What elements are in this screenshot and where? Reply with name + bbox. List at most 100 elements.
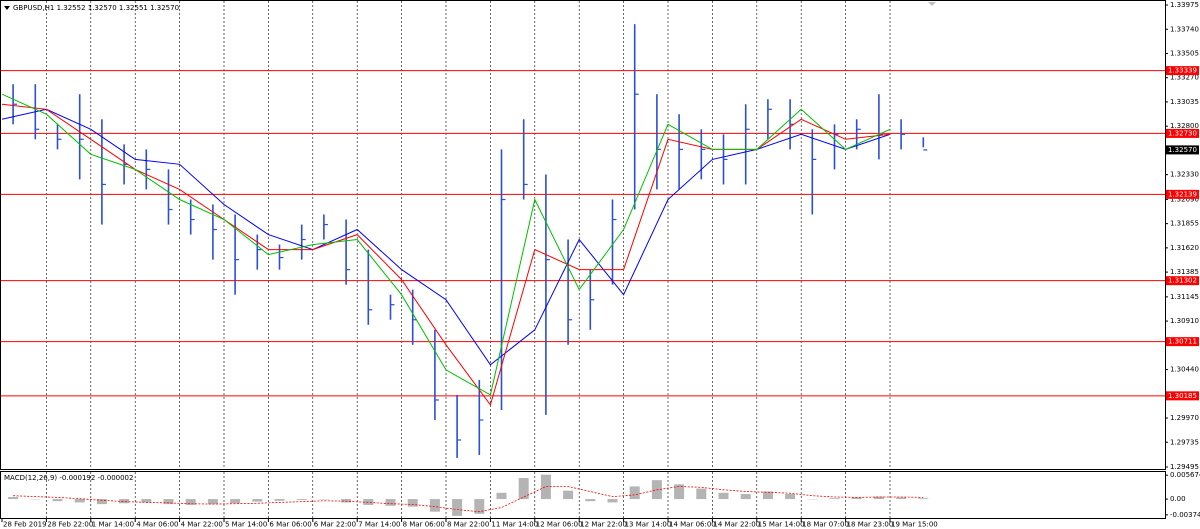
level-label: 1.33339 — [1168, 67, 1197, 75]
x-tick-label: 15 Mar 14:00 — [758, 521, 805, 529]
level-label-box — [1166, 189, 1199, 199]
x-tick-label: 8 Mar 06:00 — [403, 521, 445, 529]
x-tick-label: 14 Mar 06:00 — [669, 521, 716, 529]
macd-histogram-bar — [873, 496, 884, 500]
level-label: 1.30711 — [1168, 338, 1197, 346]
symbol-menu-icon[interactable] — [4, 6, 10, 10]
macd-histogram-bar — [296, 499, 307, 500]
macd-histogram-bar — [474, 499, 485, 514]
shift-marker[interactable] — [928, 2, 936, 6]
macd-histogram-bar — [540, 474, 551, 500]
last-price-label: 1.32570 — [1168, 146, 1197, 154]
macd-histogram-bar — [851, 497, 862, 500]
macd-histogram-bar — [829, 498, 840, 500]
x-tick-label: 28 Feb 22:00 — [47, 521, 93, 529]
y-tick-label: 1.30910 — [1170, 317, 1199, 325]
macd-histogram-bar — [141, 499, 152, 503]
macd-histogram-bar — [896, 497, 907, 500]
level-label: 1.32139 — [1168, 190, 1197, 198]
x-tick-label: 19 Mar 15:00 — [891, 521, 938, 529]
macd-histogram-bar — [629, 486, 640, 500]
macd-histogram-bar — [8, 496, 19, 500]
macd-indicator — [8, 474, 929, 516]
macd-histogram-bar — [563, 490, 574, 500]
x-tick-label: 18 Mar 23:00 — [847, 521, 894, 529]
macd-histogram-bar — [429, 499, 440, 512]
levels — [1, 70, 1165, 397]
x-tick-label: 12 Mar 06:00 — [536, 521, 583, 529]
macd-histogram-bar — [74, 499, 85, 503]
y-tick-label: 1.32330 — [1170, 171, 1199, 179]
macd-histogram-bar — [163, 499, 174, 505]
x-tick-label: 6 Mar 06:00 — [269, 521, 311, 529]
last-price-box — [1166, 145, 1199, 155]
level-label-box — [1166, 128, 1199, 138]
macd-signal-line — [13, 486, 924, 513]
macd-histogram-bar — [385, 499, 396, 506]
x-tick-label: 4 Mar 22:00 — [181, 521, 223, 529]
x-tick-label: 14 Mar 22:00 — [713, 521, 760, 529]
level-label-box — [1166, 337, 1199, 347]
macd-histogram-bar — [185, 499, 196, 505]
level-label: 1.30185 — [1168, 392, 1197, 400]
price-bars — [12, 24, 928, 459]
macd-histogram-bar — [252, 499, 263, 502]
moving-averages — [1, 93, 891, 407]
macd-histogram-bar — [96, 499, 107, 505]
y-tick-label: 1.29735 — [1170, 438, 1199, 446]
macd-histogram-bar — [452, 499, 463, 516]
x-tick-label: 6 Mar 22:00 — [314, 521, 356, 529]
macd-histogram-bar — [518, 478, 529, 500]
x-tick-label: 4 Mar 06:00 — [136, 521, 178, 529]
x-tick-label: 7 Mar 14:00 — [358, 521, 400, 529]
x-tick-label: 13 Mar 14:00 — [625, 521, 672, 529]
x-tick-label: 8 Mar 22:00 — [447, 521, 489, 529]
macd-title: MACD(12,26,9) -0.000192 -0.000002 — [4, 474, 133, 482]
macd-histogram-bar — [207, 499, 218, 505]
y-tick-label: 0.00 — [1170, 495, 1186, 503]
y-tick-label: 1.31620 — [1170, 244, 1199, 252]
level-label: 1.31302 — [1168, 277, 1197, 285]
macd-histogram-bar — [762, 491, 773, 500]
y-tick-label: 1.33270 — [1170, 74, 1199, 82]
level-label-box — [1166, 66, 1199, 76]
y-tick-label: 1.31855 — [1170, 220, 1199, 228]
y-tick-label: 0.005674 — [1170, 471, 1200, 479]
macd-histogram-bar — [740, 494, 751, 500]
chart-title: GBPUSD,H1 1.32552 1.32570 1.32551 1.3257… — [13, 4, 179, 12]
level-label: 1.32730 — [1168, 129, 1197, 137]
y-tick-label: 1.33740 — [1170, 25, 1199, 33]
macd-histogram-bar — [496, 492, 507, 500]
x-tick-label: 18 Mar 07:00 — [802, 521, 849, 529]
x-tick-label: 11 Mar 14:00 — [491, 521, 538, 529]
macd-histogram-bar — [407, 499, 418, 507]
macd-histogram-bar — [674, 484, 685, 500]
y-tick-label: 1.31145 — [1170, 293, 1199, 301]
macd-histogram-bar — [785, 494, 796, 500]
x-tick-label: 28 Feb 2019 — [3, 521, 47, 529]
x-tick-label: 1 Mar 14:00 — [92, 521, 134, 529]
macd-histogram-bar — [52, 499, 63, 502]
y-tick-label: 1.32090 — [1170, 195, 1199, 203]
macd-histogram-bar — [341, 499, 352, 503]
macd-histogram-bar — [230, 499, 241, 504]
macd-histogram-bar — [274, 499, 285, 501]
macd-histogram-bar — [119, 499, 130, 504]
macd-histogram-bar — [607, 499, 618, 503]
y-tick-label: 1.29495 — [1170, 463, 1199, 471]
y-tick-label: -0.003745 — [1170, 511, 1200, 519]
x-tick-label: 5 Mar 14:00 — [225, 521, 267, 529]
y-tick-label: 1.33505 — [1170, 49, 1199, 57]
y-tick-label: 1.31385 — [1170, 268, 1199, 276]
y-tick-label: 1.33035 — [1170, 98, 1199, 106]
moving-average-line — [1, 108, 891, 366]
y-tick-label: 1.30440 — [1170, 366, 1199, 374]
y-tick-label: 1.33975 — [1170, 1, 1199, 9]
macd-histogram-bar — [696, 488, 707, 500]
moving-average-line — [1, 93, 891, 396]
macd-histogram-bar — [585, 499, 596, 502]
macd-panel-frame — [0, 471, 1166, 519]
macd-histogram-bar — [918, 498, 929, 500]
